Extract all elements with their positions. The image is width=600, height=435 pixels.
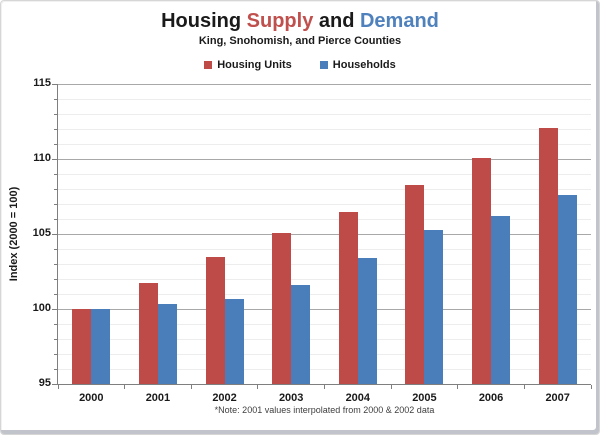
x-axis-tick-label: 2006 xyxy=(478,392,504,404)
gridline-y-105 xyxy=(58,233,591,235)
y-axis-line xyxy=(57,84,58,385)
x-axis-tick xyxy=(124,385,126,389)
gridline-y-110 xyxy=(58,158,591,160)
y-axis-tick xyxy=(52,83,57,85)
y-axis-tick xyxy=(54,113,57,115)
gridline-y-111 xyxy=(58,143,591,145)
bar-housing-units-2002 xyxy=(205,256,225,384)
gridline-y-100 xyxy=(58,308,591,310)
y-axis-tick xyxy=(54,143,57,145)
gridline-y-101 xyxy=(58,293,591,295)
bar-households-2006 xyxy=(491,216,511,384)
y-axis-tick xyxy=(54,173,57,175)
x-axis-tick xyxy=(57,385,59,389)
bar-housing-units-2000 xyxy=(72,309,92,384)
y-axis-tick xyxy=(52,383,57,385)
y-axis-tick xyxy=(54,353,57,355)
x-axis-line xyxy=(57,384,591,385)
y-axis-tick xyxy=(54,323,57,325)
y-axis-tick-label: 95 xyxy=(38,377,51,389)
y-axis-tick xyxy=(52,158,57,160)
bar-households-2002 xyxy=(224,298,244,384)
legend-label-housing-units: Housing Units xyxy=(217,59,292,71)
y-axis-tick-label: 115 xyxy=(33,77,51,89)
x-axis-tick xyxy=(590,385,592,389)
bar-households-2000 xyxy=(91,309,111,384)
gridline-y-113 xyxy=(58,113,591,115)
gridline-y-112 xyxy=(58,128,591,130)
y-axis-tick xyxy=(54,293,57,295)
x-axis-tick-label: 2001 xyxy=(145,392,171,404)
x-axis-tick-label: 2004 xyxy=(345,392,371,404)
bar-households-2003 xyxy=(291,285,311,384)
gridline-y-99 xyxy=(58,323,591,325)
y-axis-tick xyxy=(54,278,57,280)
gridline-y-104 xyxy=(58,248,591,250)
bar-housing-units-2006 xyxy=(472,157,492,384)
gridline-y-97 xyxy=(58,353,591,355)
bar-housing-units-2003 xyxy=(272,232,292,384)
bar-housing-units-2001 xyxy=(138,282,158,384)
legend-entry-housing-units: Housing Units xyxy=(204,59,292,71)
x-axis-tick-label: 2000 xyxy=(79,392,104,404)
gridline-y-109 xyxy=(58,173,591,175)
y-axis-tick xyxy=(54,263,57,265)
gridline-y-106 xyxy=(58,218,591,220)
y-axis-tick-label: 100 xyxy=(32,302,51,314)
title-segment: Supply xyxy=(246,10,314,32)
legend-label-households: Households xyxy=(332,59,396,71)
gridline-y-108 xyxy=(58,188,591,190)
x-axis-tick xyxy=(190,385,192,389)
plot-area: 95 100 105 110 115 2000 2001 2002 2003 2004 2005 20… xyxy=(33,77,592,404)
y-axis-tick xyxy=(54,338,57,340)
x-axis-tick-label: 2002 xyxy=(212,392,237,404)
gridline-y-114 xyxy=(58,98,591,100)
y-axis-tick xyxy=(54,98,57,100)
title-segment: Demand xyxy=(359,10,439,32)
bar-housing-units-2004 xyxy=(338,211,358,384)
gridline-y-102 xyxy=(58,278,591,280)
x-axis-tick-label: 2003 xyxy=(278,392,304,404)
bar-households-2007 xyxy=(557,195,577,384)
chart-title: Housing Supply and Demand xyxy=(1,10,599,33)
x-axis-tick xyxy=(390,385,392,389)
title-segment: and xyxy=(313,10,360,32)
chart-subtitle: King, Snohomish, and Pierce Counties xyxy=(198,35,402,47)
y-axis-tick xyxy=(54,188,57,190)
footnote: *Note: 2001 values interpolated from 200… xyxy=(214,405,435,415)
y-axis-tick-label: 110 xyxy=(33,152,51,164)
y-axis-tick xyxy=(52,308,57,310)
y-axis-tick xyxy=(54,218,57,220)
legend-swatch-housing-units xyxy=(204,61,213,69)
legend-entry-households: Households xyxy=(319,59,396,71)
x-axis-tick xyxy=(523,385,525,389)
x-axis-tick xyxy=(257,385,259,389)
gridline-y-96 xyxy=(58,368,591,370)
bar-households-2004 xyxy=(357,258,377,384)
title-segment: Housing xyxy=(161,10,247,32)
legend-swatch-households xyxy=(319,61,328,69)
gridline-y-98 xyxy=(58,338,591,340)
x-axis-tick-label: 2005 xyxy=(412,392,437,404)
legend: Housing Units Households xyxy=(1,59,599,71)
bar-housing-units-2007 xyxy=(538,127,558,384)
x-axis-tick xyxy=(457,385,459,389)
gridline-y-107 xyxy=(58,203,591,205)
y-axis-tick xyxy=(54,128,57,130)
y-axis-tick xyxy=(54,248,57,250)
bar-housing-units-2005 xyxy=(405,184,425,384)
y-axis-tick xyxy=(54,203,57,205)
y-axis-tick-label: 105 xyxy=(32,227,51,239)
bar-households-2005 xyxy=(424,229,444,384)
y-axis-tick xyxy=(54,368,57,370)
gridline-y-115 xyxy=(58,83,591,85)
y-axis-tick xyxy=(52,233,57,235)
x-axis-tick xyxy=(324,385,325,389)
x-axis-tick-label: 2007 xyxy=(545,392,570,404)
gridline-y-103 xyxy=(58,263,591,265)
bar-households-2001 xyxy=(157,303,177,384)
